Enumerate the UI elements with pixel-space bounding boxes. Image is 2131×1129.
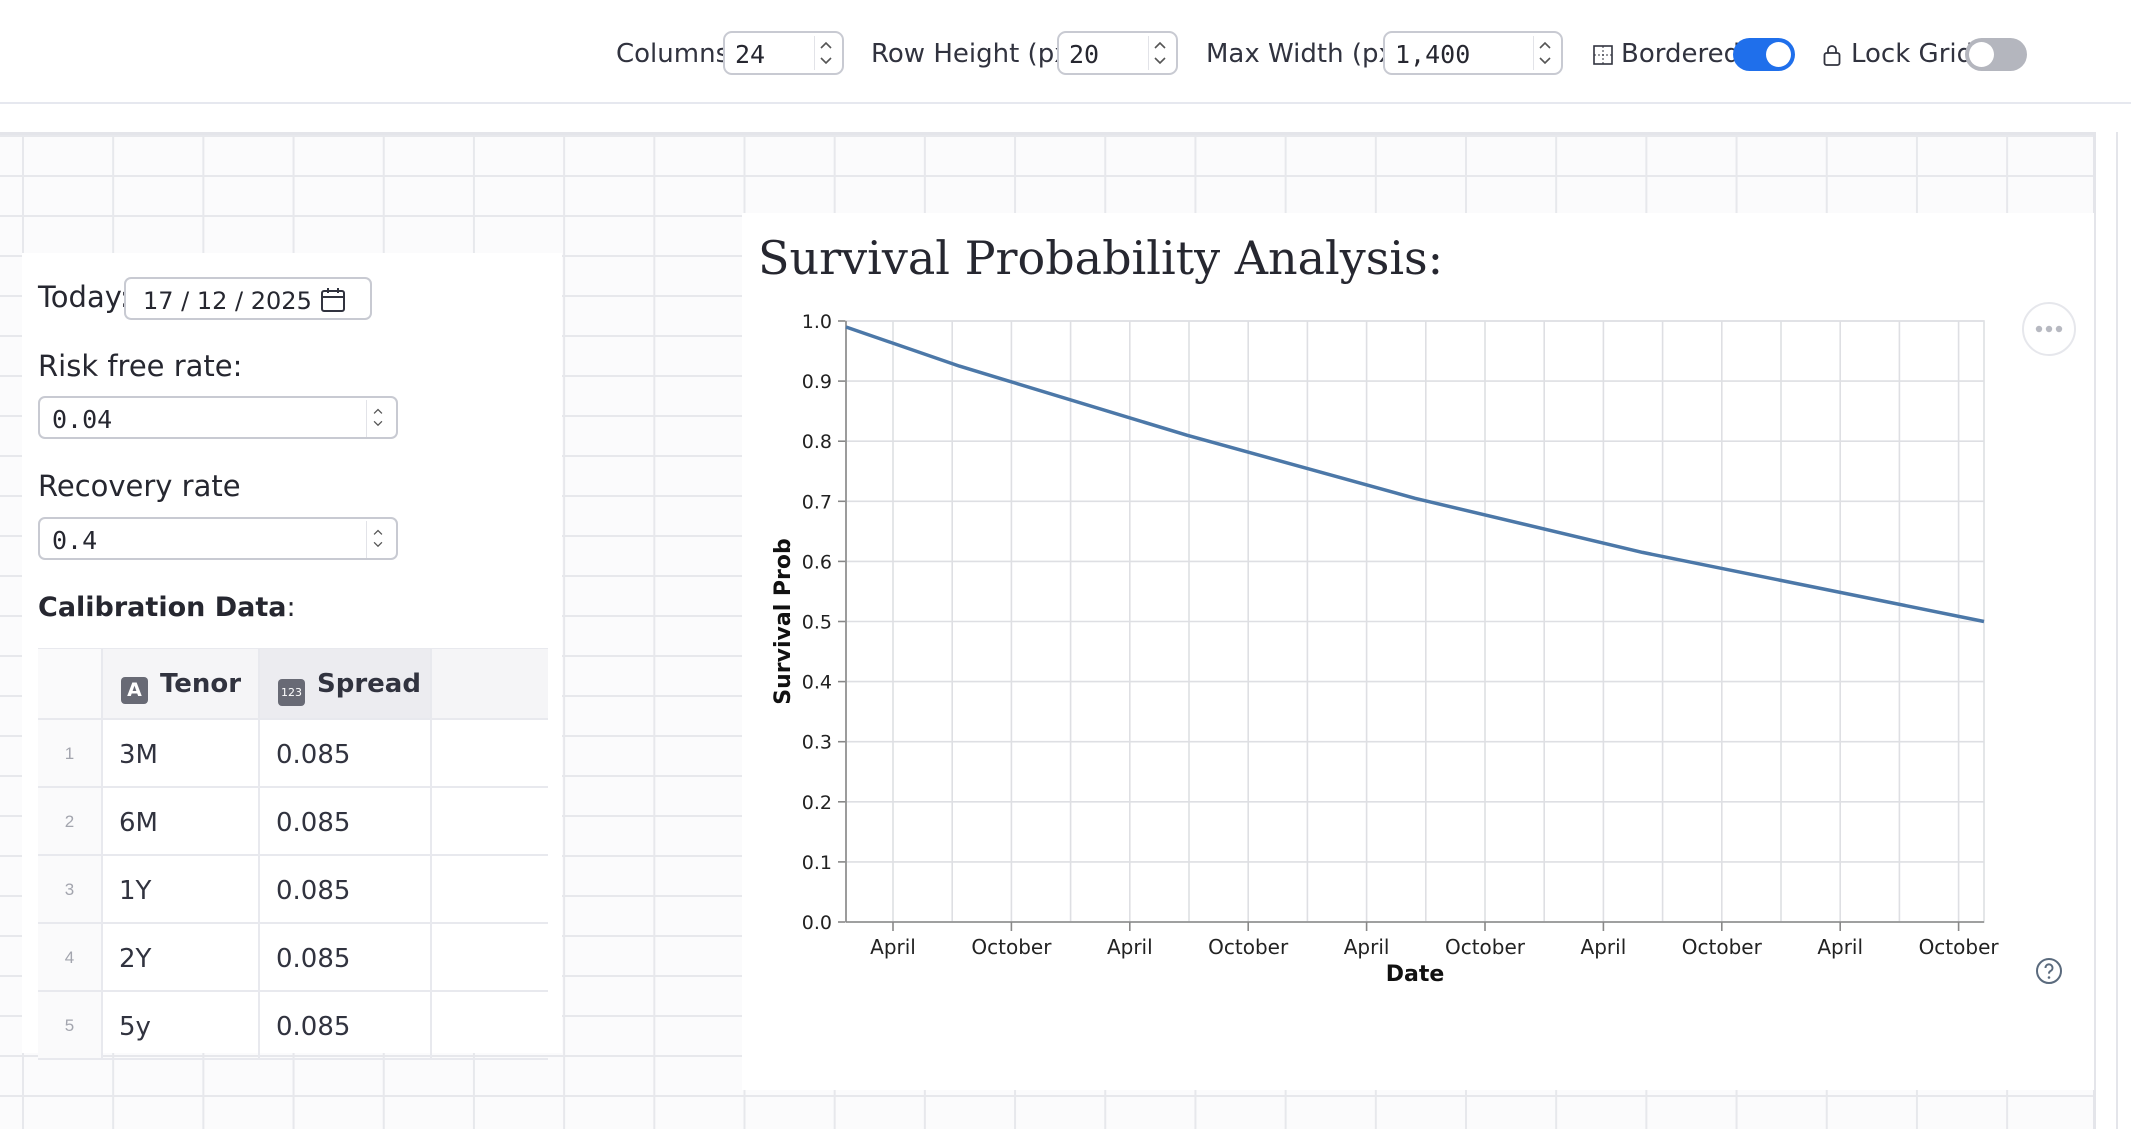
help-icon[interactable]	[2035, 957, 2063, 985]
recovery-rate-input[interactable]: 0.4	[38, 517, 398, 560]
y-tick-label: 0.7	[802, 491, 832, 513]
calendar-icon[interactable]	[319, 286, 347, 314]
x-tick-label: October	[1208, 935, 1289, 959]
y-tick-label: 0.2	[802, 792, 832, 814]
x-tick-label: April	[1817, 935, 1863, 959]
y-axis-title: Survival Prob	[771, 538, 796, 704]
columns-stepper[interactable]	[814, 36, 838, 70]
spread-cell[interactable]: 0.085	[276, 1012, 351, 1042]
empty-header-cell	[432, 649, 548, 718]
x-tick-label: April	[1107, 935, 1153, 959]
row-index: 1	[64, 744, 75, 763]
row-index: 2	[64, 812, 75, 831]
table-row[interactable]: 3 1Y 0.085	[38, 856, 548, 924]
x-tick-label: October	[1445, 935, 1526, 959]
recovery-rate-value: 0.4	[52, 526, 98, 555]
today-label: Today:	[38, 280, 130, 314]
row-height-value: 20	[1069, 40, 1100, 69]
row-index-header	[38, 649, 103, 718]
table-row[interactable]: 1 3M 0.085	[38, 720, 548, 788]
max-width-stepper[interactable]	[1533, 36, 1557, 70]
more-dots-icon	[2035, 325, 2063, 333]
grid-toolbar: Columns 24 Row Height (px) 20 Max Width …	[0, 0, 2131, 104]
x-tick-label: October	[971, 935, 1052, 959]
y-tick-label: 0.8	[802, 431, 832, 453]
max-width-input[interactable]: 1,400	[1383, 31, 1563, 75]
survival-chart-panel: Survival Probability Analysis: 0.0 0.1 0.2…	[742, 213, 2094, 1090]
x-tick-label: April	[1581, 935, 1627, 959]
y-tick-label: 0.9	[802, 371, 832, 393]
row-height-input[interactable]: 20	[1057, 31, 1178, 75]
tenor-cell[interactable]: 6M	[119, 808, 158, 838]
calibration-data-table[interactable]: A Tenor 123 Spread 1 3M 0.085 2 6M 0.085 3…	[38, 648, 548, 1060]
tenor-cell[interactable]: 3M	[119, 740, 158, 770]
x-tick-label: October	[1919, 935, 2000, 959]
y-tick-label: 0.3	[802, 732, 832, 754]
max-width-value: 1,400	[1395, 40, 1471, 69]
x-axis-title: Date	[1386, 962, 1445, 987]
risk-free-rate-value: 0.04	[52, 405, 113, 434]
columns-label: Columns	[616, 39, 730, 69]
row-height-stepper[interactable]	[1148, 36, 1172, 70]
tenor-header-label: Tenor	[160, 669, 242, 699]
text-type-icon: A	[121, 677, 148, 704]
x-tick-label: October	[1682, 935, 1763, 959]
row-index: 4	[64, 948, 75, 967]
risk-free-rate-stepper[interactable]	[366, 400, 394, 437]
bordered-grid-icon	[1593, 45, 1613, 65]
today-date-input[interactable]: 17 / 12 / 2025	[124, 277, 372, 320]
spread-cell[interactable]: 0.085	[276, 740, 351, 770]
table-row[interactable]: 5 5y 0.085	[38, 992, 548, 1060]
spread-column-header[interactable]: 123 Spread	[260, 649, 432, 718]
x-tick-label: April	[1344, 935, 1390, 959]
risk-free-rate-label: Risk free rate:	[38, 349, 243, 383]
y-tick-label: 1.0	[802, 311, 832, 333]
columns-value: 24	[735, 40, 766, 69]
y-tick-label: 0.6	[802, 551, 832, 573]
lock-grid-label: Lock Grid	[1851, 39, 1974, 69]
tenor-cell[interactable]: 5y	[119, 1012, 151, 1042]
x-tick-label: April	[870, 935, 916, 959]
recovery-rate-label: Recovery rate	[38, 469, 241, 503]
survival-probability-line	[845, 325, 1985, 624]
spread-cell[interactable]: 0.085	[276, 876, 351, 906]
number-type-icon: 123	[278, 679, 305, 706]
table-row[interactable]: 2 6M 0.085	[38, 788, 548, 856]
table-header-row: A Tenor 123 Spread	[38, 648, 548, 720]
lock-grid-toggle[interactable]	[1965, 38, 2027, 71]
tenor-cell[interactable]: 1Y	[119, 876, 152, 906]
table-row[interactable]: 4 2Y 0.085	[38, 924, 548, 992]
lock-icon	[1823, 45, 1841, 66]
bordered-toggle[interactable]	[1733, 38, 1795, 71]
tenor-cell[interactable]: 2Y	[119, 944, 152, 974]
y-tick-label: 0.4	[802, 672, 832, 694]
risk-free-rate-input[interactable]: 0.04	[38, 396, 398, 439]
right-rail	[2116, 132, 2131, 1129]
bordered-label: Bordered	[1621, 39, 1741, 69]
row-height-label: Row Height (px)	[871, 39, 1080, 69]
row-index: 5	[64, 1016, 75, 1035]
lock-grid-toggle-knob	[1969, 42, 1994, 67]
more-options-button[interactable]	[2022, 302, 2076, 356]
inputs-panel: Today: 17 / 12 / 2025 Risk free rate: 0.…	[22, 253, 562, 1060]
calibration-data-title-text: Calibration Data	[38, 592, 287, 623]
y-tick-label: 0.0	[802, 912, 832, 934]
y-tick-label: 0.1	[802, 852, 832, 874]
survival-probability-chart[interactable]: 0.0 0.1 0.2 0.3 0.4 0.5 0.6 0.7 0.8 0.9 1.0 April Oc…	[742, 213, 2094, 1013]
spread-cell[interactable]: 0.085	[276, 808, 351, 838]
spread-cell[interactable]: 0.085	[276, 944, 351, 974]
today-date-value: 17 / 12 / 2025	[143, 287, 312, 315]
max-width-label: Max Width (px)	[1206, 39, 1404, 69]
spread-header-label: Spread	[317, 669, 421, 699]
calibration-data-title-colon: :	[286, 592, 296, 623]
recovery-rate-stepper[interactable]	[366, 521, 394, 558]
bordered-toggle-knob	[1766, 42, 1791, 67]
columns-input[interactable]: 24	[723, 31, 844, 75]
row-index: 3	[64, 880, 75, 899]
y-tick-label: 0.5	[802, 612, 832, 634]
chart-heading: Survival Probability Analysis:	[758, 231, 1444, 285]
calibration-data-title: Calibration Data:	[38, 592, 296, 623]
tenor-column-header[interactable]: A Tenor	[103, 649, 260, 718]
